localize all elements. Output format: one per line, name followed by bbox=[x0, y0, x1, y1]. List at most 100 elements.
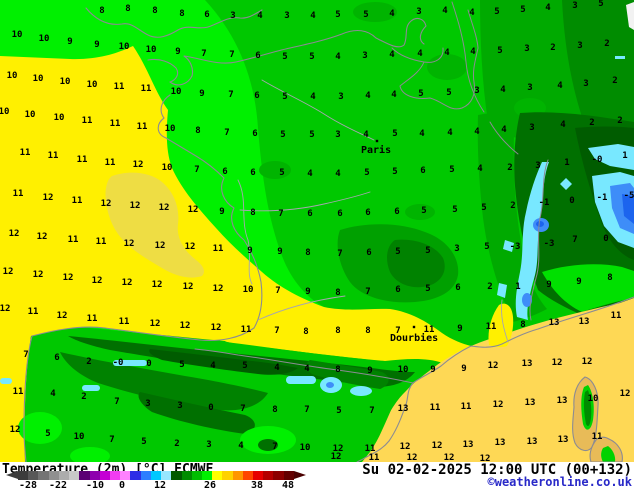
temp-value: 12 bbox=[159, 203, 170, 213]
temp-value: 9 bbox=[175, 47, 180, 57]
temp-value: 3 bbox=[572, 1, 577, 11]
temp-value: 2 bbox=[81, 392, 86, 402]
temp-value: 4 bbox=[389, 50, 395, 60]
temp-value: 3 bbox=[454, 244, 459, 254]
temp-value: 6 bbox=[455, 283, 460, 293]
region-deep-blue-alps bbox=[622, 194, 634, 224]
region-dark-spot-spain bbox=[258, 439, 278, 451]
region-cantabrian bbox=[60, 352, 268, 411]
temp-value: 11 bbox=[461, 402, 472, 412]
temp-value: 7 bbox=[274, 326, 279, 336]
temp-value: 5 bbox=[520, 5, 525, 15]
scale-gradient bbox=[18, 471, 294, 480]
region-blue-dot-pyrenees bbox=[326, 382, 334, 388]
seine-river bbox=[261, 79, 375, 141]
region-cyan-dash bbox=[113, 360, 147, 366]
temperature-map[interactable]: 8 8 8 8 6 3 4 3 4 5 5 4 3 4 4 5 5 4 3 510 10 9 9 10 10 9 7 7 6 5 5 4 3 4 4… bbox=[0, 0, 634, 462]
temp-value: 12 bbox=[400, 442, 411, 452]
temp-value: 9 bbox=[457, 324, 462, 334]
temp-value: 0 bbox=[146, 359, 151, 369]
region-prealps-band bbox=[477, 112, 547, 322]
temp-value: 6 bbox=[222, 167, 227, 177]
temp-value: 5 bbox=[452, 205, 457, 215]
temp-value: 12 bbox=[10, 425, 21, 435]
city-label: Dourbies bbox=[390, 332, 438, 344]
region-ebro-dark bbox=[306, 360, 389, 389]
temp-value: 4 bbox=[442, 6, 448, 16]
temp-value: 3 bbox=[145, 399, 150, 409]
temp-value: 10 bbox=[0, 107, 9, 117]
temp-value: 12 bbox=[552, 358, 563, 368]
temp-value: 9 bbox=[247, 246, 252, 256]
scale-ticks: -28 -22 -10 0 12 26 38 48 bbox=[0, 480, 320, 490]
region-iberia-dark bbox=[138, 392, 255, 434]
vienne-river bbox=[237, 179, 253, 285]
temp-value: 12 bbox=[130, 201, 141, 211]
temp-value: 12 bbox=[0, 304, 10, 314]
temp-value: 4 bbox=[365, 91, 371, 101]
temp-value: 5 bbox=[494, 7, 499, 17]
scale-arrow-right-icon bbox=[294, 471, 306, 479]
temp-value: 7 bbox=[240, 404, 245, 414]
temp-value: 3 bbox=[335, 130, 340, 140]
temp-value: 9 bbox=[305, 287, 310, 297]
temp-value: 7 bbox=[369, 406, 374, 416]
temp-value: 2 bbox=[487, 282, 492, 292]
temp-value: 13 bbox=[463, 440, 474, 450]
region-cyan-dash bbox=[286, 376, 316, 384]
temp-value: 10 bbox=[33, 74, 44, 84]
temp-value: 10 bbox=[398, 365, 409, 375]
temp-value: 12 bbox=[183, 282, 194, 292]
scale-segment bbox=[48, 471, 59, 480]
region-green-patch bbox=[353, 2, 397, 22]
corsica-coastline bbox=[572, 376, 599, 452]
temp-value: 8 bbox=[125, 4, 130, 14]
temp-value: 12 bbox=[63, 273, 74, 283]
temp-value: 3 bbox=[230, 11, 235, 21]
temp-value: 6 bbox=[394, 207, 399, 217]
garonne-river bbox=[257, 295, 346, 321]
region-massif-core bbox=[387, 239, 445, 288]
temp-value: 7 bbox=[572, 235, 577, 245]
region-cyan-snake bbox=[515, 162, 549, 320]
scale-segment bbox=[18, 471, 29, 480]
temp-value: 5 bbox=[446, 88, 451, 98]
temp-value: -0 bbox=[113, 358, 124, 368]
scale-segment bbox=[222, 471, 233, 480]
temperature-scale bbox=[6, 471, 306, 480]
temp-value: 9 bbox=[546, 280, 551, 290]
temp-value: 6 bbox=[365, 208, 370, 218]
region-cyan-dash bbox=[82, 385, 100, 391]
forecast-datetime: Su 02-02-2025 12:00 UTC (00+132) bbox=[362, 462, 632, 478]
temp-value: 11 bbox=[369, 453, 380, 462]
temp-value: 11 bbox=[611, 311, 622, 321]
scale-segment bbox=[28, 471, 39, 480]
city-labels: Paris Dourbies bbox=[361, 139, 438, 344]
temp-value: 3 bbox=[362, 51, 367, 61]
temp-value: 5 bbox=[598, 0, 603, 9]
temp-value: 5 bbox=[425, 284, 430, 294]
temp-value: 11 bbox=[96, 237, 107, 247]
temp-value: 3 bbox=[474, 86, 479, 96]
temp-value: 7 bbox=[275, 286, 280, 296]
rhine-river bbox=[451, 1, 485, 113]
temp-value: 4 bbox=[304, 364, 310, 374]
temp-value: 4 bbox=[310, 11, 316, 21]
temp-value: 5 bbox=[242, 361, 247, 371]
temp-value: 11 bbox=[87, 314, 98, 324]
temp-value: 7 bbox=[395, 326, 400, 336]
temp-value: 5 bbox=[282, 92, 287, 102]
temp-value: 8 bbox=[272, 405, 277, 415]
temp-value: 13 bbox=[549, 318, 560, 328]
temp-value: 10 bbox=[171, 87, 182, 97]
region-po-valley bbox=[542, 264, 634, 312]
temp-value: 6 bbox=[337, 209, 342, 219]
temp-value: 9 bbox=[576, 277, 581, 287]
temp-value: 0 bbox=[569, 196, 574, 206]
temp-value: 11 bbox=[105, 158, 116, 168]
temp-value: 11 bbox=[28, 307, 39, 317]
temp-value: 5 bbox=[141, 437, 146, 447]
copyright-link[interactable]: ©weatheronline.co.uk bbox=[487, 475, 633, 489]
temp-value: 5 bbox=[418, 89, 423, 99]
temp-value: 9 bbox=[94, 40, 99, 50]
